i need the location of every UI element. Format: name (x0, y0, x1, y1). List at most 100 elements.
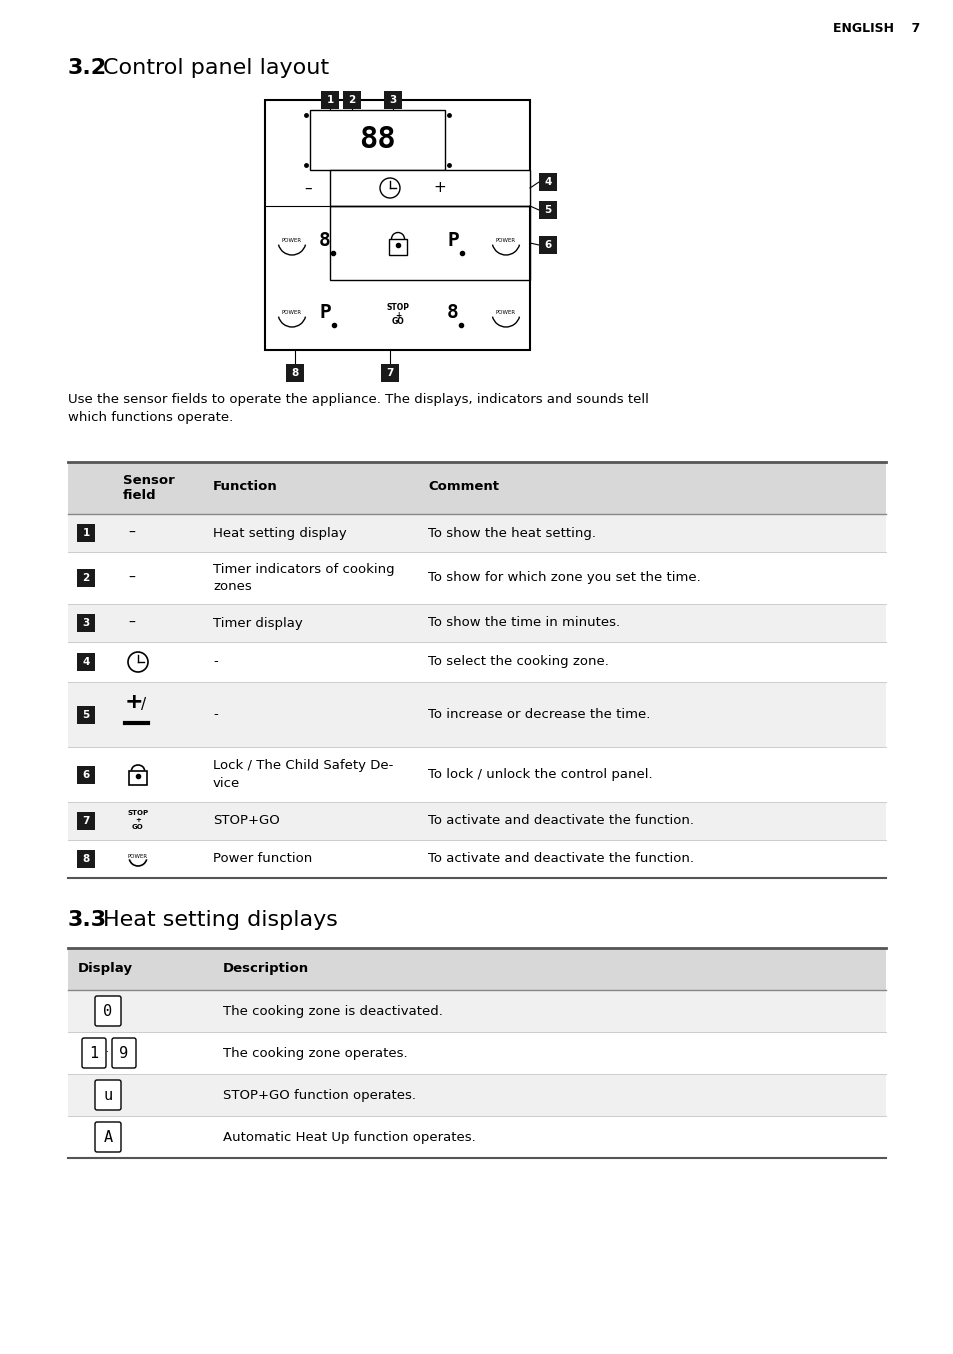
Bar (68, 642, 885, 682)
Bar (68, 802, 885, 839)
Bar (68, 552, 885, 604)
Bar (320, 91, 338, 110)
Bar (265, 100, 530, 349)
FancyBboxPatch shape (95, 1122, 121, 1152)
Bar (538, 236, 557, 255)
Bar (68, 990, 885, 1032)
Text: 7: 7 (82, 816, 90, 826)
Text: /: / (141, 697, 146, 712)
Bar (286, 364, 304, 382)
Text: STOP+GO: STOP+GO (213, 815, 279, 827)
Text: 7: 7 (386, 368, 394, 378)
Text: 3.3: 3.3 (68, 910, 107, 930)
Bar (68, 1116, 885, 1158)
Text: 4: 4 (82, 657, 90, 668)
Text: –: – (128, 525, 134, 540)
Text: Function: Function (213, 481, 277, 493)
Text: POWER: POWER (282, 238, 302, 244)
Text: Description: Description (223, 961, 309, 975)
Text: Sensor: Sensor (123, 474, 174, 487)
Text: POWER: POWER (282, 310, 302, 315)
Text: Heat setting displays: Heat setting displays (103, 910, 337, 930)
Bar (330, 206, 530, 280)
Text: u: u (103, 1087, 112, 1102)
FancyBboxPatch shape (95, 1080, 121, 1110)
Bar (77, 613, 95, 632)
Bar (77, 653, 95, 672)
Text: Control panel layout: Control panel layout (103, 58, 329, 79)
Bar (77, 705, 95, 723)
Text: 6: 6 (544, 240, 551, 250)
Text: Comment: Comment (428, 481, 498, 493)
Text: To select the cooking zone.: To select the cooking zone. (428, 655, 608, 669)
Text: 2: 2 (82, 573, 90, 584)
Text: ENGLISH    7: ENGLISH 7 (832, 22, 919, 35)
Text: Display: Display (78, 961, 132, 975)
Text: POWER: POWER (496, 238, 516, 244)
Bar (77, 812, 95, 830)
Text: P: P (447, 230, 458, 249)
Bar (68, 515, 885, 552)
Bar (538, 173, 557, 191)
Bar (538, 200, 557, 219)
Text: +: + (135, 816, 141, 823)
Text: 3: 3 (389, 95, 396, 106)
Text: The cooking zone operates.: The cooking zone operates. (223, 1047, 407, 1059)
Bar (68, 682, 885, 747)
Text: +: + (395, 310, 400, 320)
Text: 9: 9 (119, 1045, 129, 1060)
Text: 8: 8 (291, 368, 298, 378)
Text: Lock / The Child Safety De-: Lock / The Child Safety De- (213, 760, 393, 772)
Text: 8: 8 (82, 854, 90, 864)
Text: zones: zones (213, 581, 252, 593)
Bar (343, 91, 360, 110)
Bar (384, 91, 401, 110)
Bar (68, 1032, 885, 1074)
Text: POWER: POWER (128, 854, 148, 860)
Text: STOP: STOP (386, 303, 409, 313)
Bar (68, 604, 885, 642)
Text: –: – (128, 616, 134, 630)
Text: GO: GO (132, 825, 144, 830)
Text: P: P (319, 302, 331, 321)
Text: +: + (125, 692, 144, 712)
Bar (68, 462, 885, 515)
Text: A: A (103, 1129, 112, 1144)
Text: 5: 5 (544, 204, 551, 215)
Text: Automatic Heat Up function operates.: Automatic Heat Up function operates. (223, 1131, 476, 1144)
Text: 4: 4 (544, 177, 551, 187)
Bar (68, 839, 885, 877)
Text: The cooking zone is deactivated.: The cooking zone is deactivated. (223, 1005, 442, 1017)
Text: 5: 5 (82, 709, 90, 719)
Text: POWER: POWER (496, 310, 516, 315)
Text: To activate and deactivate the function.: To activate and deactivate the function. (428, 815, 693, 827)
Text: Timer indicators of cooking: Timer indicators of cooking (213, 562, 395, 575)
Text: 8: 8 (447, 302, 458, 321)
Bar (330, 171, 530, 206)
FancyBboxPatch shape (82, 1039, 106, 1068)
Text: 88: 88 (358, 126, 395, 154)
Bar (380, 364, 398, 382)
Bar (389, 240, 407, 255)
Text: STOP+GO function operates.: STOP+GO function operates. (223, 1089, 416, 1102)
Text: 2: 2 (348, 95, 355, 106)
Text: Heat setting display: Heat setting display (213, 527, 346, 539)
Text: +: + (434, 180, 446, 195)
Bar (77, 765, 95, 784)
Text: -: - (213, 655, 217, 669)
Text: STOP: STOP (128, 810, 149, 816)
Bar (77, 569, 95, 588)
Text: 3.2: 3.2 (68, 58, 107, 79)
FancyBboxPatch shape (112, 1039, 136, 1068)
Text: To show the time in minutes.: To show the time in minutes. (428, 616, 619, 630)
Text: 0: 0 (103, 1003, 112, 1018)
Text: Power function: Power function (213, 853, 312, 865)
Text: –: – (128, 571, 134, 585)
Bar (77, 524, 95, 542)
Text: 1: 1 (82, 528, 90, 538)
Text: Use the sensor fields to operate the appliance. The displays, indicators and sou: Use the sensor fields to operate the app… (68, 393, 648, 424)
Text: Timer display: Timer display (213, 616, 302, 630)
Text: To increase or decrease the time.: To increase or decrease the time. (428, 708, 650, 720)
Text: -: - (213, 708, 217, 720)
Text: .: . (107, 1044, 110, 1053)
